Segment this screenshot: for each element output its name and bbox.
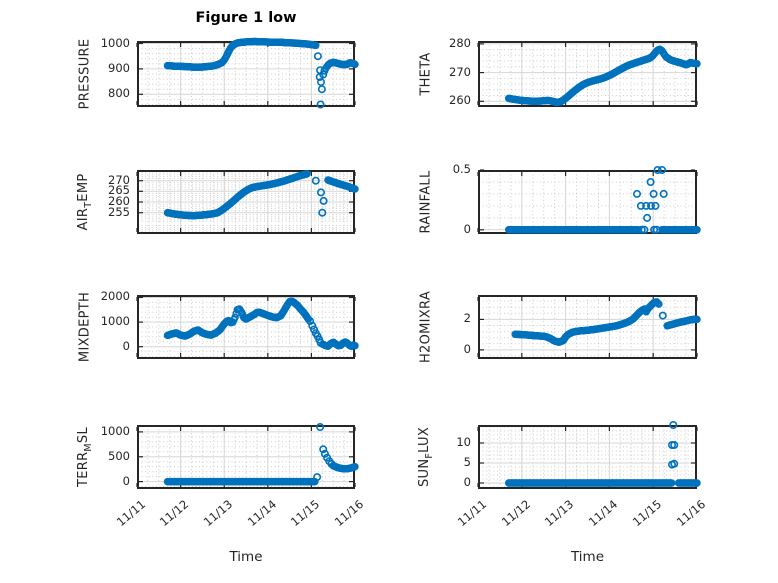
y-tick-label-sun-flux: 0 [463,475,471,489]
x-tick-label: 11/11 [454,497,489,530]
y-tick-label-air-temp: 260 [108,194,130,208]
x-axis-label: Time [229,549,263,565]
y-tick-label-theta: 280 [449,35,471,50]
y-tick-label-terr-msl: 0 [122,473,130,488]
subplot-h2omixra: H2OMIXRA 0 2 [419,291,701,363]
plot-area-h2omixra [477,295,701,359]
x-tick-label: 11/13 [542,497,577,530]
y-tick-label-sun-flux: 5 [463,455,471,469]
y-tick-label-h2omixra: 2 [463,311,471,326]
x-tick-label: 11/14 [244,497,279,530]
y-tick-label-air-temp: 255 [108,204,130,219]
x-tick-label: 11/15 [629,497,665,530]
subplot-air-temp: AIRTEMP 255 260 265 270 [76,170,359,234]
x-tick-label: 11/15 [288,497,323,530]
y-tick-label-air-temp: 265 [108,183,130,198]
y-tick-label-pressure: 900 [108,60,130,75]
plot-area-mixdepth [136,295,359,359]
x-tick-label: 11/14 [586,497,621,530]
plot-area-terr-msl [136,422,359,489]
plot-area-air-temp [136,170,359,234]
x-tick-label: 11/11 [113,497,148,530]
subplot-theta: THETA 260 270 280 [419,36,701,107]
subplot-terr-msl: TERRMSL 0 500 1000 11/11 11/12 11/13 11/14 11/15… [76,422,366,565]
plot-area-sun-flux [477,420,701,489]
x-tick-label: 11/13 [200,497,236,530]
x-axis-label: Time [570,549,605,565]
y-tick-label-terr-msl: 500 [108,448,130,463]
x-tick-label: 11/12 [498,497,533,530]
subplot-pressure: PRESSURE 800 900 1000 [78,36,359,109]
y-tick-label-terr-msl: 1000 [100,423,130,438]
y-tick-label-mixdepth: 0 [122,338,130,353]
subplot-sun-flux: SUNFLUX 0 5 10 11/11 11/12 11/13 11/14 11/15 11/1… [417,420,708,565]
plot-area-pressure [136,37,359,109]
y-tick-label-h2omixra: 0 [463,341,471,356]
y-tick-label-mixdepth: 2000 [100,289,130,304]
y-tick-label-pressure: 1000 [100,35,130,50]
plot-area-rainfall [477,165,701,234]
x-tick-label: 11/16 [331,497,366,530]
plot-area-theta [477,41,701,107]
y-tick-label-pressure: 800 [108,86,130,101]
subplot-mixdepth: MIXDEPTH 0 1000 2000 [78,289,359,362]
subplot-rainfall: RAINFALL 0 0.5 [419,162,701,236]
x-tick-label: 11/12 [157,497,192,530]
y-tick-label-rainfall: 0.5 [452,162,471,176]
x-tick-label: 11/16 [673,497,708,530]
y-tick-label-sun-flux: 10 [456,435,471,449]
y-tick-label-air-temp: 270 [108,172,130,187]
figure-title: Figure 1 low [195,10,297,26]
y-tick-label-mixdepth: 1000 [100,314,130,329]
y-tick-label-rainfall: 0 [463,221,471,236]
y-tick-label-theta: 260 [449,93,471,108]
y-tick-label-theta: 270 [449,64,471,79]
